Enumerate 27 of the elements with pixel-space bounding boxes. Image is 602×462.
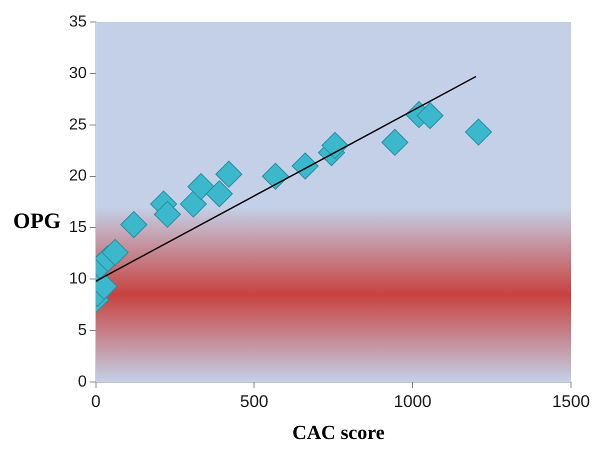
- y-tick-label: 15: [69, 219, 87, 236]
- point: [102, 238, 129, 266]
- y-tick-label: 5: [78, 322, 87, 339]
- y-tick-label: 10: [69, 270, 87, 288]
- x-axis-title: CAC score: [291, 422, 386, 445]
- y-tick-label: 25: [69, 116, 87, 134]
- point: [464, 118, 492, 146]
- x-tick-label: 0: [91, 392, 101, 412]
- point: [206, 180, 233, 208]
- x-tick-label: 1000: [394, 392, 432, 412]
- point: [120, 211, 148, 238]
- point: [416, 102, 444, 130]
- point: [381, 128, 408, 156]
- y-tick-label: 35: [69, 13, 87, 30]
- point: [187, 173, 214, 200]
- point: [321, 132, 348, 159]
- point: [215, 160, 242, 188]
- point: [262, 162, 289, 190]
- x-tick-label: 500: [240, 392, 268, 412]
- x-tick-label: 1500: [552, 392, 590, 412]
- y-tick-label: 20: [69, 168, 87, 185]
- y-tick-label: 30: [69, 64, 87, 82]
- y-axis-title: OPG: [12, 208, 62, 234]
- point: [154, 200, 181, 228]
- y-tick-label: 0: [78, 373, 87, 390]
- point: [180, 190, 207, 218]
- point: [292, 152, 319, 180]
